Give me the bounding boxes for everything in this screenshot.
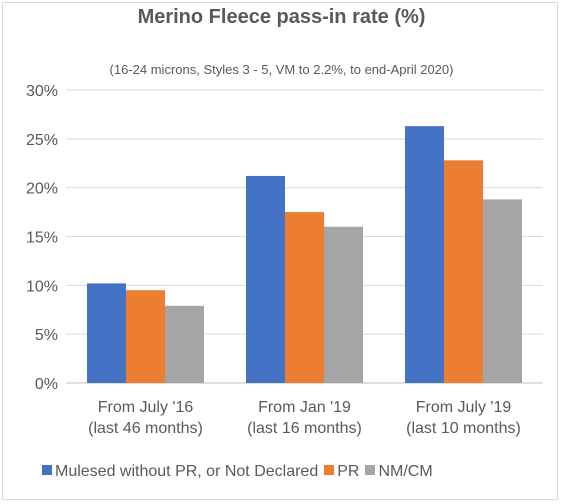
legend-label: Mulesed without PR, or Not Declared: [55, 463, 319, 480]
legend-item: PR: [318, 463, 359, 480]
x-tick-label: (last 16 months): [247, 420, 362, 437]
x-tick-label: From July '16: [98, 399, 194, 416]
x-tick-label: (last 10 months): [406, 420, 521, 437]
chart-subtitle: (16-24 microns, Styles 3 - 5, VM to 2.2%…: [109, 62, 454, 77]
y-tick-label: 15%: [26, 230, 58, 247]
legend-swatch: [324, 465, 335, 475]
legend-label: PR: [337, 463, 360, 480]
bar: [483, 199, 522, 383]
x-tick-label: From July '19: [416, 399, 512, 416]
bar: [285, 212, 324, 383]
bar: [444, 160, 483, 383]
bar: [87, 283, 126, 383]
y-tick-label: 5%: [35, 327, 58, 344]
bar: [324, 226, 363, 383]
y-tick-label: 0%: [35, 376, 58, 393]
chart-legend: Mulesed without PR, or Not Declared PR NM/…: [30, 462, 550, 482]
chart-title: Merino Fleece pass-in rate (%): [137, 6, 426, 28]
y-tick-label: 30%: [26, 83, 58, 100]
legend-item: Mulesed without PR, or Not Declared: [30, 463, 318, 480]
x-tick-label: From Jan '19: [258, 399, 351, 416]
legend-swatch: [365, 465, 376, 475]
y-tick-label: 10%: [26, 278, 58, 295]
legend-label: NM/CM: [378, 463, 433, 480]
legend-item: NM/CM: [359, 463, 433, 480]
y-tick-label: 25%: [26, 132, 58, 149]
bar: [126, 290, 165, 383]
x-tick-label: (last 46 months): [88, 420, 203, 437]
bar: [246, 175, 285, 383]
y-tick-label: 20%: [26, 181, 58, 198]
bar: [165, 305, 204, 383]
bar: [405, 126, 444, 384]
legend-swatch: [42, 465, 52, 475]
